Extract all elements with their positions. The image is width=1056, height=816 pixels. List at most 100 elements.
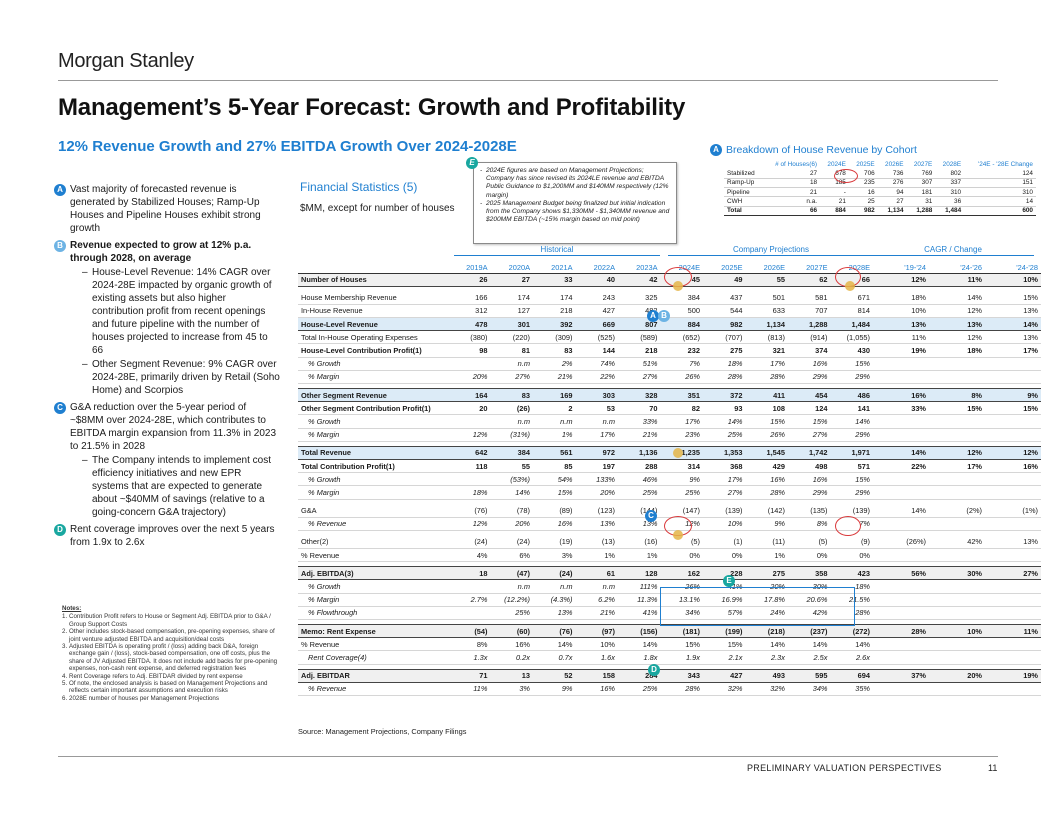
table-row: Total Revenue 642 384 561 972 1,136 1,235 1,353…: [298, 445, 1041, 460]
table-cell: 82: [660, 401, 703, 416]
table-cell: [929, 370, 985, 385]
table-cell: [985, 606, 1041, 621]
table-cell: 1,288: [788, 317, 831, 332]
table-cell: 29%: [788, 485, 831, 500]
table-cell: (26): [490, 401, 533, 416]
column-header: 2021A: [533, 262, 576, 274]
table-cell: n.m: [533, 414, 576, 429]
table-cell: 37%: [873, 668, 929, 683]
brand-logo: Morgan Stanley: [58, 50, 194, 72]
table-cell: 17%: [929, 459, 985, 474]
table-cell: (156): [618, 623, 661, 639]
table-cell: 13: [490, 668, 533, 683]
table-row: % Growth n.m n.m n.m 111% 26% 41% 20% 30% 18%: [298, 579, 1041, 594]
table-cell: 12%: [985, 445, 1041, 460]
table-cell: 10%: [873, 304, 929, 319]
table-cell: 6%: [490, 548, 533, 563]
table-cell: 0%: [830, 548, 873, 563]
cohort-cell: 982: [848, 205, 878, 217]
table-cell: 28%: [873, 623, 929, 639]
table-cell: 232: [660, 343, 703, 358]
row-label: % Revenue: [298, 682, 448, 696]
column-header: 2027E: [788, 262, 831, 274]
table-cell: (139): [830, 504, 873, 518]
table-cell: 62: [788, 273, 831, 287]
table-cell: (19): [533, 535, 576, 550]
table-cell: 118: [448, 459, 491, 474]
footer-rule: [58, 756, 998, 757]
marker-d: D: [648, 664, 660, 676]
table-cell: 14%: [873, 504, 929, 518]
table-cell: 301: [490, 317, 533, 332]
table-cell: 1.6x: [575, 650, 618, 665]
table-cell: 28%: [745, 485, 788, 500]
table-cell: 11%: [448, 682, 491, 696]
marker-b: B: [658, 310, 670, 322]
table-cell: 0.7x: [533, 650, 576, 665]
table-cell: 29%: [830, 485, 873, 500]
bullet-c: C G&A reduction over the 5-year period o…: [54, 401, 280, 519]
column-header: '19-'24: [873, 262, 929, 274]
table-cell: 32%: [745, 682, 788, 696]
table-cell: 27%: [490, 370, 533, 385]
table-cell: [985, 650, 1041, 665]
table-cell: 12%: [929, 304, 985, 319]
table-cell: 1.3x: [448, 650, 491, 665]
table-cell: 174: [490, 291, 533, 305]
table-cell: 13%: [873, 317, 929, 332]
cohort-cell: Stabilized: [724, 169, 764, 179]
table-cell: 303: [575, 387, 618, 403]
marker-c: C: [645, 510, 657, 522]
cohort-header: # of Houses(6): [775, 161, 818, 168]
table-cell: 14%: [533, 637, 576, 652]
table-cell: 288: [618, 459, 661, 474]
table-cell: 1%: [533, 428, 576, 442]
table-cell: 111%: [618, 579, 661, 594]
table-cell: (89): [533, 504, 576, 518]
cohort-cell: 1,134: [877, 205, 907, 217]
table-cell: 14%: [985, 317, 1041, 332]
table-cell: 21%: [575, 606, 618, 621]
table-cell: 42%: [929, 535, 985, 550]
cohort-cell: 307: [906, 178, 936, 189]
table-cell: 35%: [830, 682, 873, 696]
table-cell: [985, 414, 1041, 429]
table-cell: 218: [533, 304, 576, 319]
table-cell: 54%: [533, 472, 576, 487]
table-cell: [873, 472, 929, 487]
table-cell: 275: [745, 566, 788, 581]
cohort-cell: 1,484: [935, 205, 965, 217]
table-cell: [929, 357, 985, 371]
cohort-cell: 310: [964, 187, 1036, 198]
column-header: '24-'28: [985, 262, 1041, 274]
table-row: House Membership Revenue 166 174 174 243 325 3…: [298, 291, 1041, 305]
callout-item: 2025 Management Budget being finalized b…: [480, 200, 671, 225]
table-cell: 814: [830, 304, 873, 319]
table-cell: 8%: [788, 517, 831, 531]
cohort-header: [724, 160, 764, 169]
table-cell: [985, 517, 1041, 531]
table-cell: [448, 472, 491, 487]
table-cell: 8%: [448, 637, 491, 652]
table-cell: [873, 485, 929, 500]
table-cell: [985, 593, 1041, 607]
marker-e: E: [723, 575, 735, 587]
financial-table: 2019A 2020A 2021A 2022A 2023A 2024E 2025E 2026E…: [298, 262, 1041, 696]
table-cell: (26%): [873, 535, 929, 550]
row-label: % Growth: [298, 357, 448, 371]
row-label: In-House Revenue: [298, 304, 448, 319]
table-cell: (272): [830, 623, 873, 639]
table-cell: 162: [660, 566, 703, 581]
table-cell: 498: [788, 459, 831, 474]
table-cell: [985, 472, 1041, 487]
table-cell: 13.1%: [660, 593, 703, 607]
table-cell: 1,545: [745, 445, 788, 460]
table-row: Total Contribution Profit(1) 118 55 85 197 28…: [298, 459, 1041, 474]
table-cell: [873, 414, 929, 429]
table-row: In-House Revenue312127218427482500544633…: [298, 304, 1041, 319]
table-cell: [873, 637, 929, 652]
table-cell: 437: [703, 291, 746, 305]
table-cell: 15%: [660, 637, 703, 652]
table-cell: [929, 637, 985, 652]
table-cell: 13%: [985, 330, 1041, 345]
